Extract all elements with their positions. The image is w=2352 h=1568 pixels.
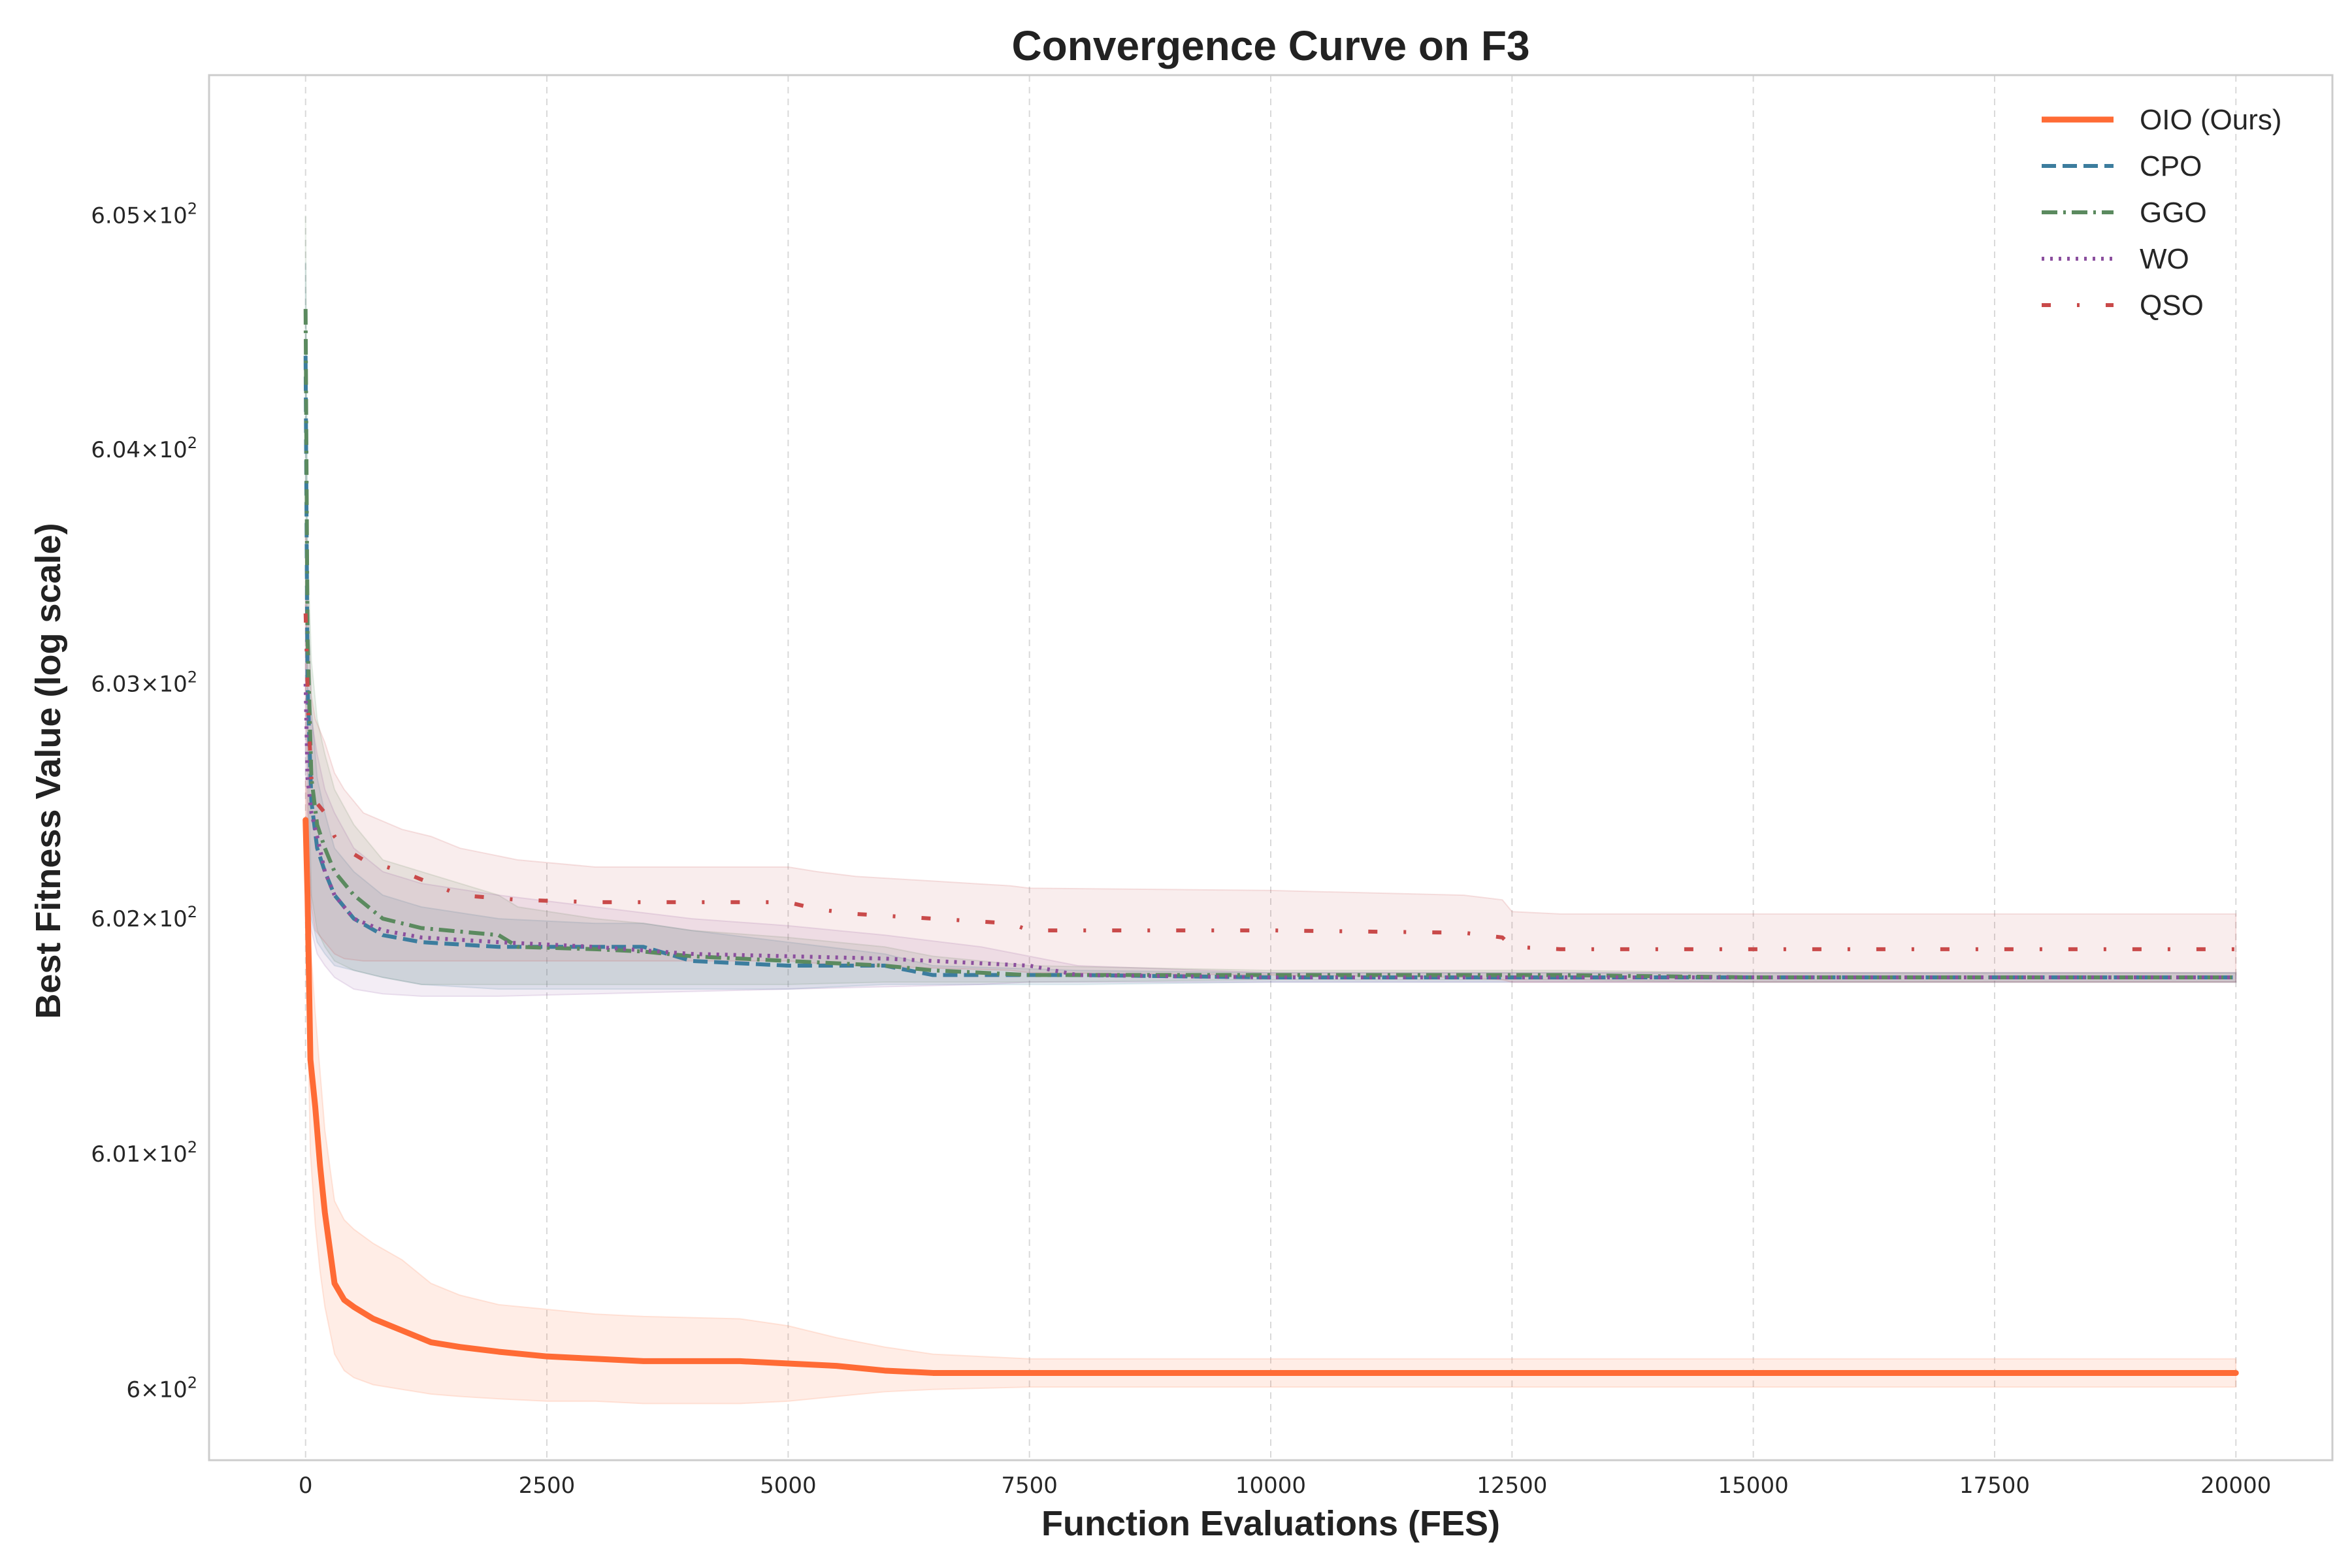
x-tick-label: 7500 <box>1001 1473 1058 1499</box>
x-tick-label: 5000 <box>760 1473 817 1499</box>
chart-title: Convergence Curve on F3 <box>1011 22 1529 69</box>
y-tick-label: 6.05×102 <box>91 200 197 229</box>
legend-label: GGO <box>2140 197 2207 229</box>
y-tick-label: 6.01×102 <box>91 1138 197 1168</box>
x-tick-label: 12500 <box>1477 1473 1547 1499</box>
x-axis-label: Function Evaluations (FES) <box>1041 1504 1500 1543</box>
y-tick-label: 6.04×102 <box>91 434 197 463</box>
y-tick-label: 6.02×102 <box>91 903 197 932</box>
x-tick-label: 2500 <box>519 1473 576 1499</box>
y-tick-label: 6×102 <box>126 1374 197 1403</box>
x-tick-label: 20000 <box>2200 1473 2271 1499</box>
x-tick-label: 0 <box>299 1473 313 1499</box>
y-axis-label: Best Fitness Value (log scale) <box>29 523 68 1019</box>
legend-label: OIO (Ours) <box>2140 104 2282 136</box>
plot-area <box>209 75 2332 1460</box>
legend-label: WO <box>2140 243 2189 275</box>
x-tick-label: 10000 <box>1235 1473 1306 1499</box>
x-tick-label: 15000 <box>1718 1473 1789 1499</box>
legend-label: QSO <box>2140 289 2204 321</box>
x-tick-label: 17500 <box>1959 1473 2030 1499</box>
legend-label: CPO <box>2140 150 2202 182</box>
y-tick-label: 6.03×102 <box>91 668 197 698</box>
